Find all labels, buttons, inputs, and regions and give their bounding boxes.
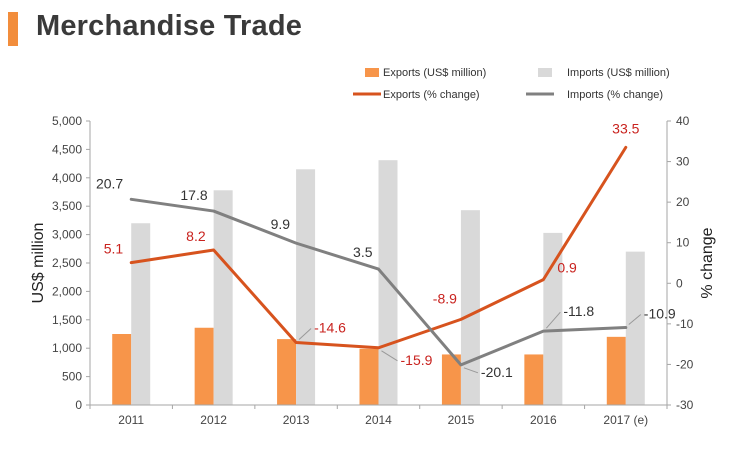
x-tick-label: 2013 [283,413,310,427]
bar-series [112,160,645,405]
y-axis-left: 0 500 1,000 1,500 2,000 2,500 3,000 3,500 4,000 4… [30,114,91,412]
x-tick-label: 2016 [530,413,557,427]
exports-bar [359,348,379,405]
imports-change-line [129,197,628,367]
exports-change-label: -14.6 [314,320,346,336]
data-labels: 5.1 8.2 -14.6 -15.9 -8.9 0.9 33.5 20.7 17.8 9.9 3.… [96,120,676,379]
y-tick-label: 5,000 [52,114,82,128]
imports-change-label: 17.8 [180,187,207,203]
exports-change-label: 33.5 [612,120,639,136]
exports-change-label: 8.2 [186,228,206,244]
imports-bar [378,160,398,405]
legend-label: Imports (US$ million) [567,67,670,79]
imports-bar [213,190,233,405]
y2-tick-label: 0 [676,276,683,290]
exports-bar [194,327,214,405]
exports-change-label: 0.9 [557,260,577,276]
page-title: Merchandise Trade [36,10,303,42]
y2-tick-label: -10 [676,317,694,331]
y-axis-title: US$ million [30,223,47,304]
y-tick-label: 4,500 [52,142,82,156]
x-tick-label: 2017 (e) [603,413,648,427]
imports-bar [625,251,645,405]
y-tick-label: 0 [75,398,82,412]
y-tick-label: 3,000 [52,228,82,242]
y-tick-label: 3,500 [52,199,82,213]
x-tick-label: 2012 [200,413,227,427]
y2-tick-label: 10 [676,236,690,250]
line-series [129,145,628,367]
exports-bar [277,339,297,405]
imports-change-label: -10.9 [644,306,676,322]
y-axis-right: -30 -20 -10 0 10 20 30 40 % change [666,114,716,412]
y2-tick-label: 30 [676,155,690,169]
imports-change-label: -11.8 [563,303,594,319]
y2-tick-label: -20 [676,357,694,371]
label-leader-line [628,314,642,325]
imports-change-label: 20.7 [96,175,123,191]
exports-bar [441,354,461,405]
legend-label: Exports (US$ million) [383,67,486,79]
exports-bar [524,354,544,405]
legend-swatch [538,68,552,77]
imports-bar [131,223,151,405]
exports-bar [112,334,132,405]
label-leader-line [298,328,312,340]
y-tick-label: 500 [62,370,82,384]
exports-bar [606,336,626,405]
legend-label: Imports (% change) [567,89,663,101]
legend-swatch [365,68,379,77]
label-leader-line [463,367,479,374]
title-accent-bar [8,12,18,46]
exports-change-label: -15.9 [401,352,433,368]
y-tick-label: 2,500 [52,256,82,270]
imports-bar [543,232,563,405]
imports-change-label: 3.5 [353,244,373,260]
exports-change-label: -8.9 [433,290,457,306]
y-tick-label: 1,500 [52,313,82,327]
legend-label: Exports (% change) [383,89,480,101]
exports-change-line [129,145,628,350]
y-tick-label: 2,000 [52,284,82,298]
y2-tick-label: 20 [676,195,690,209]
x-tick-label: 2011 [118,413,144,427]
imports-bar [460,210,480,405]
label-leader-line [545,311,561,329]
label-leader-line [381,350,398,362]
y2-tick-label: 40 [676,114,690,128]
y2-tick-label: -30 [676,398,694,412]
x-tick-label: 2015 [448,413,475,427]
x-axis: 2011 2012 2013 2014 2015 2016 2017 (e) [89,404,668,427]
exports-change-label: 5.1 [104,241,124,257]
x-tick-label: 2014 [365,413,392,427]
imports-change-label: 9.9 [271,216,291,232]
imports-bar [296,169,316,405]
imports-change-label: -20.1 [481,364,513,380]
y-tick-label: 4,000 [52,171,82,185]
chart-legend: Exports (US$ million) Imports (US$ millio… [353,67,670,101]
y2-axis-title: % change [699,227,716,298]
y-tick-label: 1,000 [52,341,82,355]
